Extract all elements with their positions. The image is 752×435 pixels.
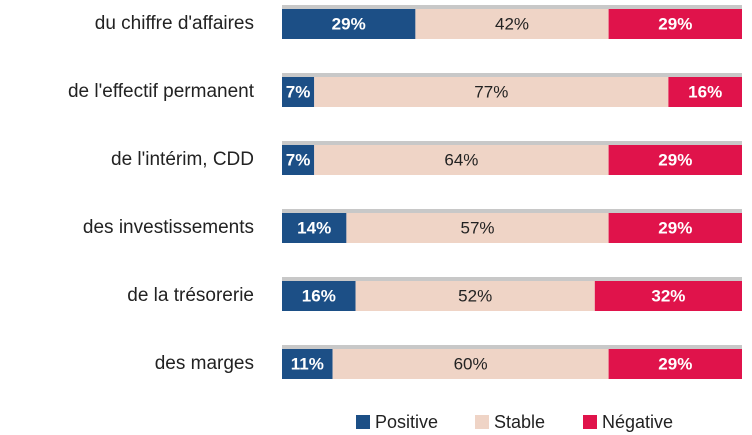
bar-segment <box>415 9 609 39</box>
value-label: 60% <box>454 354 488 373</box>
legend-label: Stable <box>494 412 545 432</box>
bar-segment <box>282 349 333 379</box>
legend-swatch <box>356 415 370 429</box>
legend-swatch <box>583 415 597 429</box>
value-label: 7% <box>286 150 311 169</box>
value-label: 29% <box>658 218 692 237</box>
category-label: des investissements <box>83 217 254 238</box>
value-label: 29% <box>658 14 692 33</box>
bar-shadow <box>282 209 742 213</box>
value-label: 52% <box>458 286 492 305</box>
value-label: 32% <box>651 286 685 305</box>
bar-segment <box>608 213 742 243</box>
category-label: de la trésorerie <box>127 285 254 306</box>
bar-segment <box>355 281 595 311</box>
bar-shadow <box>282 5 742 9</box>
bar-segment <box>314 145 609 175</box>
value-label: 29% <box>332 14 366 33</box>
bar-segment <box>282 77 315 107</box>
value-label: 16% <box>302 286 336 305</box>
bar-segment <box>332 349 609 379</box>
legend-label: Positive <box>375 412 438 432</box>
bar-shadow <box>282 277 742 281</box>
bar-segment <box>282 213 347 243</box>
value-label: 57% <box>460 218 494 237</box>
legend-swatch <box>475 415 489 429</box>
bar-segment <box>608 145 742 175</box>
value-label: 7% <box>286 82 311 101</box>
value-label: 64% <box>444 150 478 169</box>
value-label: 16% <box>688 82 722 101</box>
bar-shadow <box>282 141 742 145</box>
bar-segment <box>282 281 356 311</box>
category-label: du chiffre d'affaires <box>95 13 254 34</box>
bar-segment <box>314 77 669 107</box>
bar-segment <box>668 77 742 107</box>
value-label: 11% <box>291 354 324 373</box>
value-label: 14% <box>297 218 331 237</box>
value-label: 29% <box>658 150 692 169</box>
bar-segment <box>594 281 742 311</box>
bar-shadow <box>282 345 742 349</box>
legend-label: Négative <box>602 412 673 432</box>
category-label: de l'effectif permanent <box>68 81 255 102</box>
bar-segment <box>608 9 742 39</box>
bar-segment <box>282 145 315 175</box>
bar-shadow <box>282 73 742 77</box>
value-label: 42% <box>495 14 529 33</box>
value-label: 77% <box>474 82 508 101</box>
bar-segment <box>282 9 416 39</box>
value-label: 29% <box>658 354 692 373</box>
category-label: des marges <box>155 353 254 374</box>
bar-segment <box>608 349 742 379</box>
category-label: de l'intérim, CDD <box>111 149 254 170</box>
bar-segment <box>346 213 609 243</box>
